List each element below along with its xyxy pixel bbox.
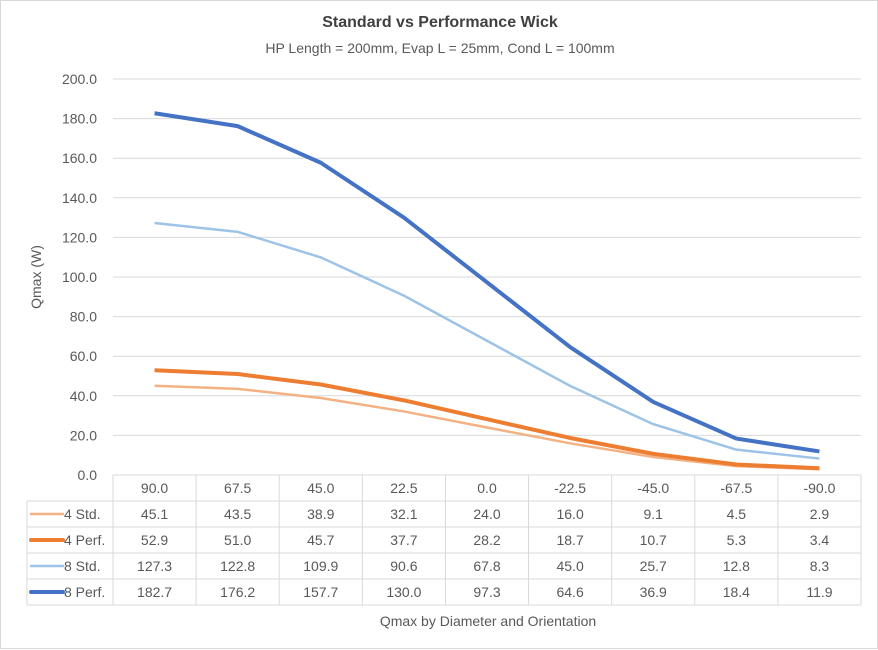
- data-cell: 18.4: [723, 584, 750, 600]
- data-cell: 45.0: [556, 558, 583, 574]
- legend-label: 4 Std.: [64, 506, 101, 522]
- y-tick-label: 160.0: [62, 150, 97, 166]
- legend-label: 8 Perf.: [64, 584, 105, 600]
- y-tick-label: 80.0: [70, 309, 97, 325]
- legend-label: 4 Perf.: [64, 532, 105, 548]
- category-label: -90.0: [803, 480, 835, 496]
- data-cell: 38.9: [307, 506, 334, 522]
- y-tick-label: 0.0: [78, 467, 98, 483]
- data-cell: 37.7: [390, 532, 417, 548]
- category-label: -45.0: [637, 480, 669, 496]
- data-cell: 16.0: [556, 506, 583, 522]
- series-line-8-std-: [154, 221, 820, 460]
- y-tick-label: 40.0: [70, 388, 97, 404]
- y-tick-label: 140.0: [62, 190, 97, 206]
- category-label: 90.0: [141, 480, 168, 496]
- category-label: -67.5: [720, 480, 752, 496]
- data-cell: 5.3: [727, 532, 747, 548]
- data-cell: 45.1: [141, 506, 168, 522]
- y-tick-label: 200.0: [62, 71, 97, 87]
- chart-subtitle: HP Length = 200mm, Evap L = 25mm, Cond L…: [265, 40, 614, 56]
- y-tick-label: 180.0: [62, 111, 97, 127]
- category-label: 67.5: [224, 480, 251, 496]
- data-cell: 10.7: [640, 532, 667, 548]
- data-cell: 11.9: [806, 584, 832, 600]
- data-cell: 90.6: [390, 558, 417, 574]
- data-cell: 9.1: [643, 506, 663, 522]
- data-cell: 157.7: [303, 584, 338, 600]
- category-label: 0.0: [477, 480, 497, 496]
- series-line-8-perf-: [154, 111, 820, 454]
- y-axis-title: Qmax (W): [28, 245, 44, 309]
- data-cell: 43.5: [224, 506, 251, 522]
- legend-label: 8 Std.: [64, 558, 101, 574]
- series-line-4-perf-: [154, 368, 820, 471]
- y-tick-label: 60.0: [70, 348, 97, 364]
- data-cell: 12.8: [723, 558, 750, 574]
- y-tick-label: 120.0: [62, 229, 97, 245]
- data-cell: 127.3: [137, 558, 172, 574]
- data-cell: 51.0: [224, 532, 251, 548]
- data-cell: 45.7: [307, 532, 334, 548]
- data-cell: 122.8: [220, 558, 255, 574]
- data-cell: 130.0: [386, 584, 421, 600]
- y-tick-label: 100.0: [62, 269, 97, 285]
- data-cell: 52.9: [141, 532, 168, 548]
- data-cell: 2.9: [810, 506, 830, 522]
- data-cell: 36.9: [640, 584, 667, 600]
- data-cell: 67.8: [473, 558, 500, 574]
- data-cell: 4.5: [727, 506, 747, 522]
- data-cell: 18.7: [556, 532, 583, 548]
- data-cell: 176.2: [220, 584, 255, 600]
- series-line-4-std-: [154, 384, 820, 471]
- data-cell: 182.7: [137, 584, 172, 600]
- data-cell: 25.7: [640, 558, 667, 574]
- category-label: 22.5: [390, 480, 417, 496]
- data-cell: 28.2: [473, 532, 500, 548]
- chart-title: Standard vs Performance Wick: [322, 14, 558, 31]
- data-cell: 64.6: [556, 584, 583, 600]
- data-cell: 97.3: [473, 584, 500, 600]
- x-axis-title: Qmax by Diameter and Orientation: [380, 613, 596, 629]
- data-cell: 32.1: [390, 506, 417, 522]
- data-cell: 8.3: [810, 558, 830, 574]
- y-tick-label: 20.0: [70, 427, 97, 443]
- data-cell: 109.9: [303, 558, 338, 574]
- category-label: -22.5: [554, 480, 586, 496]
- category-label: 45.0: [307, 480, 334, 496]
- data-cell: 3.4: [810, 532, 830, 548]
- data-cell: 24.0: [473, 506, 500, 522]
